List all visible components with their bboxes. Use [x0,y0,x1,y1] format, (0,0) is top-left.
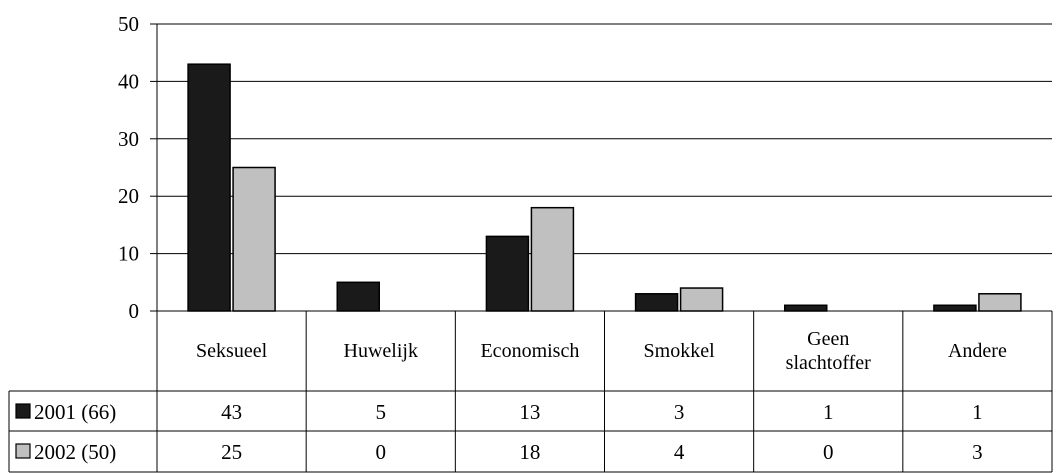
bar-series1 [485,235,530,312]
bar-series1 [933,304,977,312]
y-tick-label: 10 [118,242,139,266]
bar-series2 [679,287,724,312]
data-table-value: 3 [972,440,983,464]
data-table-value: 1 [823,400,834,424]
bar-series2 [530,206,575,312]
y-tick-label: 20 [118,184,139,208]
bar-series2 [978,293,1022,312]
bar-series1 [187,63,231,312]
y-tick-label: 40 [118,69,139,93]
data-table-value: 0 [823,440,834,464]
legend-label: 2001 (66) [34,400,116,424]
data-table-value: 13 [519,400,540,424]
y-tick-label: 0 [129,299,140,323]
y-tick-label: 50 [118,12,139,36]
category-label: Smokkel [644,340,716,362]
data-table-value: 3 [674,400,685,424]
category-label: Seksueel [196,340,268,362]
bar-series1 [634,293,679,312]
category-label: Geen [807,328,849,350]
y-tick-label: 30 [118,127,139,151]
category-label: Economisch [480,340,579,362]
data-table-value: 5 [376,400,387,424]
data-table-value: 1 [972,400,983,424]
data-table-value: 25 [221,440,242,464]
category-label: Andere [948,340,1007,362]
legend-swatch [15,403,31,419]
data-table-value: 43 [221,400,242,424]
category-label: slachtoffer [786,352,871,374]
bar-series1 [336,281,380,312]
data-table-value: 4 [674,440,685,464]
legend-swatch [15,443,31,459]
legend-label: 2002 (50) [34,440,116,464]
bar-series1 [784,304,828,312]
data-table-value: 18 [519,440,540,464]
data-table-value: 0 [376,440,387,464]
bar-series2 [232,166,276,312]
category-label: Huwelijk [344,340,418,362]
